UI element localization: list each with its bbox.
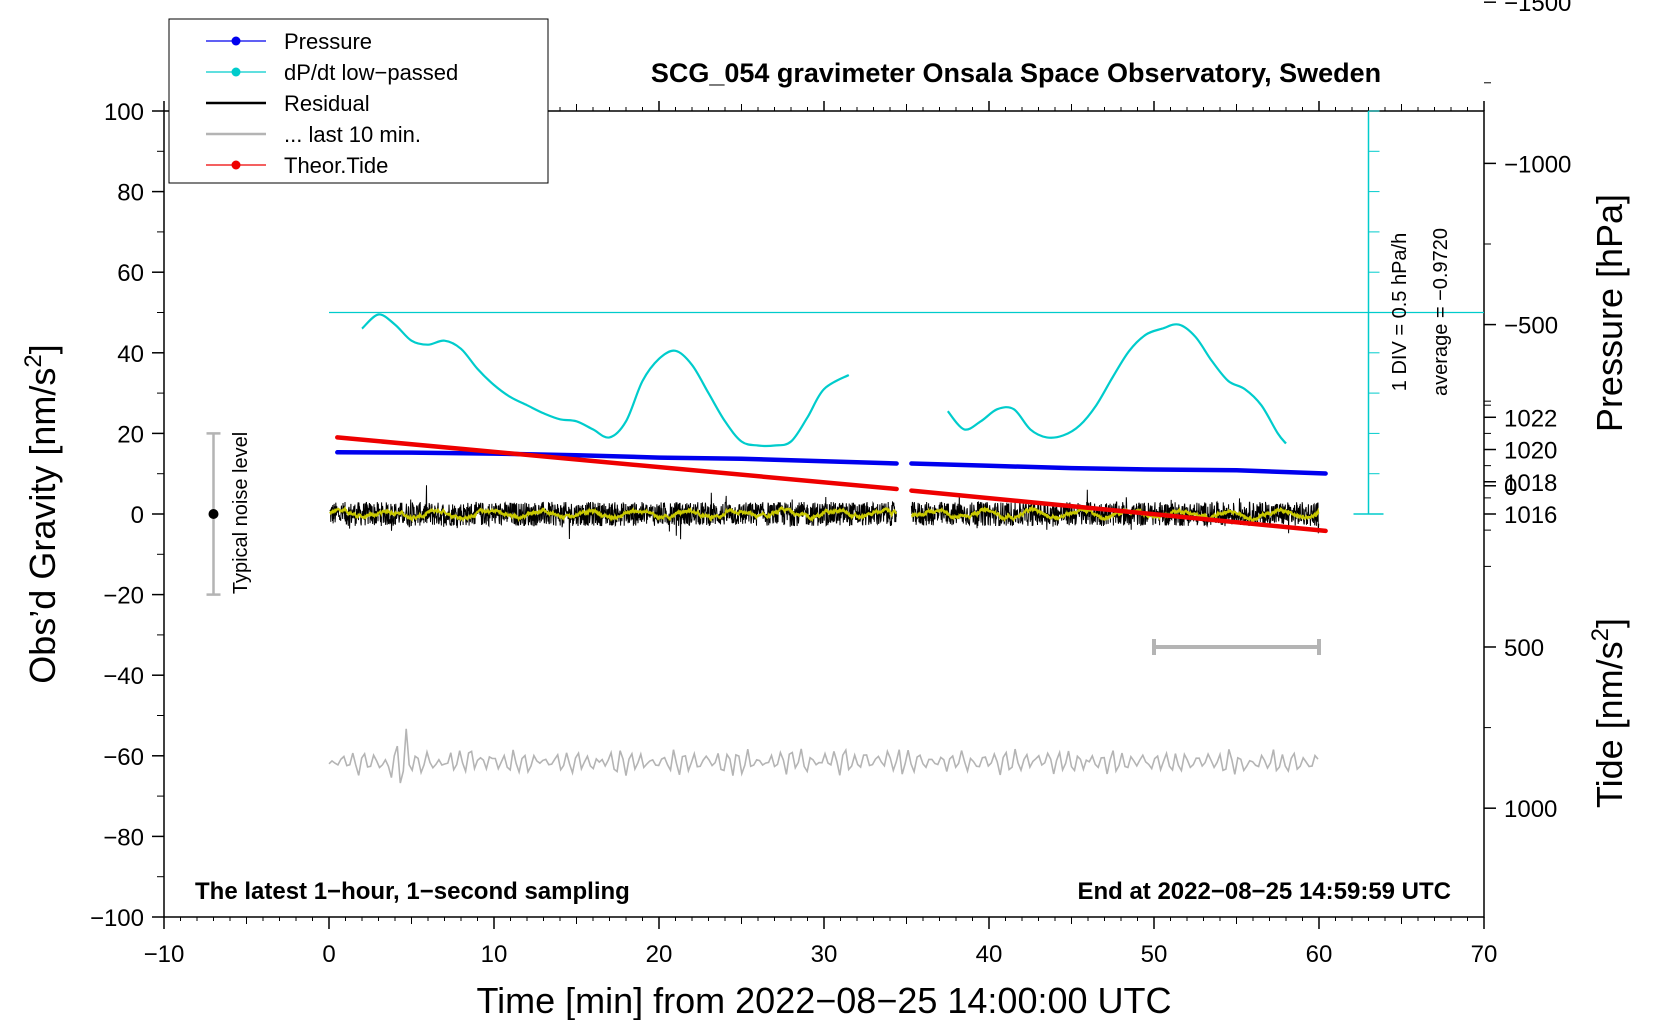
tide-axis-label-sup: 2 — [1587, 628, 1614, 641]
pressure-tick-label: 1018 — [1504, 470, 1557, 497]
tide-axis-label: Tide [nm/s2] — [1587, 618, 1630, 808]
x-axis-label: Time [min] from 2022−08−25 14:00:00 UTC — [476, 980, 1171, 1020]
y-tick-label: −100 — [90, 905, 144, 932]
pressure-tick-label: 1020 — [1504, 438, 1557, 465]
y-tick-label: 0 — [131, 502, 144, 529]
dpdt-line-segment-1 — [361, 313, 850, 448]
y-tick-label: 100 — [104, 99, 144, 126]
y-axis-label-sup: 2 — [20, 354, 47, 367]
y-axis-pressure: 1016 1018 1020 1022 — [1484, 400, 1557, 531]
tide-tick-label: 500 — [1504, 635, 1544, 662]
y-tick-label: −20 — [103, 583, 144, 610]
legend-marker-1 — [231, 36, 241, 46]
y-tick-label: 60 — [117, 260, 144, 287]
residual-smoothed-segment-1 — [329, 505, 898, 523]
tide-axis-label-text: Tide [nm/s — [1589, 641, 1630, 808]
x-tick-label: 40 — [976, 941, 1003, 968]
legend-box — [168, 18, 549, 184]
x-axis: −10 0 10 20 30 40 50 60 70 — [144, 101, 1498, 968]
last-10-min-line — [328, 728, 1319, 784]
tide-tick-label: 1000 — [1504, 796, 1557, 823]
pressure-line-segment-2 — [909, 461, 1328, 476]
tide-tick-label: −1000 — [1504, 151, 1571, 178]
x-tick-label: 20 — [646, 941, 673, 968]
y-tick-label: 40 — [117, 341, 144, 368]
tide-line-segment-1 — [335, 435, 899, 492]
legend: Pressure dP/dt low−passed Residual ... last… — [168, 18, 549, 184]
y-tick-label: 20 — [117, 421, 144, 448]
y-axis-label: Obs’d Gravity [nm/s2] — [20, 344, 63, 683]
y-tick-label: −60 — [103, 744, 144, 771]
dpdt-scale-label: 1 DIV = 0.5 hPa/h — [1389, 233, 1411, 391]
noise-level-dot — [208, 509, 219, 519]
legend-label-5: Theor.Tide — [284, 153, 388, 178]
legend-label-3: Residual — [284, 91, 370, 116]
x-tick-label: 10 — [481, 941, 508, 968]
dpdt-line-segment-2 — [946, 323, 1287, 445]
y-axis-tide: −1500 −1000 −500 0 500 1000 — [1484, 0, 1571, 823]
y-tick-label: −40 — [103, 663, 144, 690]
tide-tick-label: −500 — [1504, 313, 1558, 340]
tide-tick-label: 0 — [1504, 474, 1517, 501]
x-tick-label: 60 — [1306, 941, 1333, 968]
legend-marker-5 — [231, 160, 241, 170]
dpdt-scale-axis — [329, 110, 1484, 515]
legend-marker-2 — [231, 67, 241, 77]
sampling-note: The latest 1−hour, 1−second sampling — [195, 878, 630, 905]
tide-axis-label-close: ] — [1589, 618, 1630, 628]
x-tick-label: −10 — [144, 941, 185, 968]
legend-label-2: dP/dt low−passed — [284, 60, 458, 85]
y-tick-label: 80 — [117, 180, 144, 207]
pressure-axis-label: Pressure [hPa] — [1589, 194, 1630, 432]
pressure-tick-label: 1016 — [1504, 502, 1557, 529]
y-axis-label-text: Obs’d Gravity [nm/s — [22, 368, 63, 684]
x-tick-label: 50 — [1141, 941, 1168, 968]
legend-label-4: ... last 10 min. — [284, 122, 421, 147]
y-axis-left: −100 −80 −60 −40 −20 0 20 40 60 80 100 — [90, 99, 164, 932]
dpdt-average-label: average = −0.9720 — [1430, 228, 1452, 396]
residual-smoothed-segment-2 — [910, 504, 1320, 524]
legend-label-1: Pressure — [284, 29, 372, 54]
x-tick-label: 30 — [811, 941, 838, 968]
pressure-tick-label: 1022 — [1504, 405, 1557, 432]
x-tick-label: 0 — [322, 941, 335, 968]
y-axis-label-close: ] — [22, 344, 63, 354]
tide-line-segment-2 — [909, 488, 1328, 534]
y-tick-label: −80 — [103, 824, 144, 851]
chart-title: SCG_054 gravimeter Onsala Space Observat… — [651, 58, 1381, 88]
pressure-line-segment-1 — [335, 450, 899, 466]
end-time-note: End at 2022−08−25 14:59:59 UTC — [1077, 878, 1451, 905]
x-tick-label: 70 — [1471, 941, 1498, 968]
data-series — [206, 313, 1328, 784]
residual-line-segment-1 — [329, 485, 897, 540]
noise-level-label: Typical noise level — [230, 432, 252, 594]
tide-tick-label: −1500 — [1504, 0, 1571, 17]
